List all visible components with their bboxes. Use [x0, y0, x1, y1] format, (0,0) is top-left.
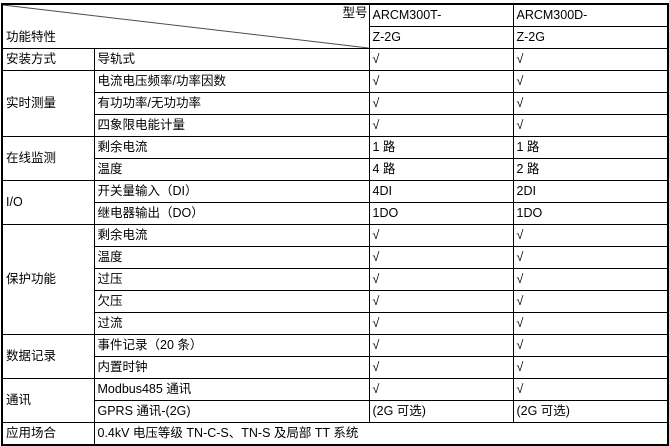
value-cell: 1DO	[512, 202, 669, 225]
feature-cell: 继电器输出（DO）	[93, 202, 370, 225]
header-row-1: 型号 功能特性 ARCM300T- ARCM300D-	[1, 3, 669, 49]
feature-cell: GPRS 通讯-(2G)	[93, 400, 370, 423]
model-suffix-cell: Z-2G	[368, 26, 514, 49]
feature-cell: 有功功率/无功功率	[93, 92, 370, 115]
feature-cell: 电流电压频率/功率因数	[93, 70, 370, 93]
value-cell: √	[512, 70, 669, 93]
feature-cell: 剩余电流	[93, 224, 370, 247]
model-name-cell: ARCM300T-	[368, 3, 514, 27]
table-row: 欠压 √ √	[2, 290, 669, 313]
table-row: 四象限电能计量 √ √	[2, 114, 669, 137]
feature-axis-label: 功能特性	[6, 30, 57, 45]
feature-cell: 过流	[93, 312, 370, 335]
diagonal-divider-line	[3, 5, 369, 48]
feature-cell: 事件记录（20 条）	[93, 334, 370, 357]
value-cell: √	[368, 268, 514, 291]
value-cell: √	[368, 356, 514, 379]
value-cell: 2 路	[512, 158, 669, 181]
table-row: 在线监测 剩余电流 1 路 1 路	[1, 136, 669, 181]
table-row: GPRS 通讯-(2G) (2G 可选) (2G 可选)	[2, 400, 669, 423]
value-cell: 4 路	[368, 158, 514, 181]
category-cell: 在线监测	[1, 136, 95, 181]
value-cell: (2G 可选)	[368, 400, 514, 423]
model-suffix-cell: Z-2G	[512, 26, 669, 49]
value-cell: (2G 可选)	[512, 400, 669, 423]
value-cell: √	[368, 70, 514, 93]
model-name-cell: ARCM300D-	[512, 3, 669, 27]
feature-cell: 导轨式	[93, 48, 370, 71]
value-cell: √	[368, 312, 514, 335]
value-cell: √	[368, 334, 514, 357]
value-cell: √	[512, 114, 669, 137]
value-cell: √	[512, 268, 669, 291]
value-cell: √	[368, 290, 514, 313]
table-row: 安装方式 导轨式 √ √	[1, 48, 669, 71]
feature-cell: 欠压	[93, 290, 370, 313]
value-cell: √	[368, 246, 514, 269]
feature-cell: 温度	[93, 158, 370, 181]
table-row: 通讯 Modbus485 通讯 √ √	[1, 378, 669, 423]
table-row: 保护功能 剩余电流 √ √	[1, 224, 669, 335]
table-row: 过流 √ √	[2, 312, 669, 335]
feature-cell: 温度	[93, 246, 370, 269]
value-cell: √	[512, 378, 669, 401]
category-cell: 保护功能	[1, 224, 95, 335]
value-cell: 1 路	[368, 136, 514, 159]
table-row: I/O 开关量输入（DI） 4DI 2DI	[1, 180, 669, 225]
value-cell: 1DO	[368, 202, 514, 225]
value-cell: √	[368, 92, 514, 115]
value-cell: √	[512, 246, 669, 269]
value-cell: √	[368, 48, 514, 71]
category-cell: I/O	[1, 180, 95, 225]
value-cell: √	[512, 290, 669, 313]
value-cell: √	[512, 92, 669, 115]
table-row: 有功功率/无功功率 √ √	[2, 92, 669, 115]
value-cell: √	[512, 334, 669, 357]
table-row: 应用场合 0.4kV 电压等级 TN-C-S、TN-S 及局部 TT 系统	[1, 422, 669, 446]
value-cell: √	[368, 378, 514, 401]
table-row: 数据记录 事件记录（20 条） √ √	[1, 334, 669, 379]
category-cell: 安装方式	[1, 48, 95, 71]
table-row: 温度 4 路 2 路	[2, 158, 669, 181]
table-row: 温度 √ √	[2, 246, 669, 269]
application-scope-cell: 0.4kV 电压等级 TN-C-S、TN-S 及局部 TT 系统	[93, 422, 669, 446]
value-cell: √	[368, 224, 514, 247]
table-row: 实时测量 电流电压频率/功率因数 √ √	[1, 70, 669, 137]
model-axis-label: 型号	[342, 6, 368, 20]
feature-cell: 内置时钟	[93, 356, 370, 379]
table-row: 继电器输出（DO） 1DO 1DO	[2, 202, 669, 225]
category-cell: 实时测量	[1, 70, 95, 137]
diagonal-header-cell: 型号 功能特性	[1, 3, 370, 49]
feature-cell: 剩余电流	[93, 136, 370, 159]
feature-cell: Modbus485 通讯	[93, 378, 370, 401]
value-cell: 4DI	[368, 180, 514, 203]
value-cell: √	[512, 48, 669, 71]
value-cell: √	[512, 312, 669, 335]
table-row: 过压 √ √	[2, 268, 669, 291]
value-cell: 1 路	[512, 136, 669, 159]
value-cell: 2DI	[512, 180, 669, 203]
table-row: 内置时钟 √ √	[2, 356, 669, 379]
feature-cell: 四象限电能计量	[93, 114, 370, 137]
value-cell: √	[512, 356, 669, 379]
feature-cell: 过压	[93, 268, 370, 291]
feature-comparison-table: 型号 功能特性 ARCM300T- ARCM300D- Z-2G Z-2G 安装…	[1, 3, 669, 446]
value-cell: √	[512, 224, 669, 247]
category-cell: 数据记录	[1, 334, 95, 379]
value-cell: √	[368, 114, 514, 137]
feature-cell: 开关量输入（DI）	[93, 180, 370, 203]
category-cell: 应用场合	[1, 422, 95, 446]
